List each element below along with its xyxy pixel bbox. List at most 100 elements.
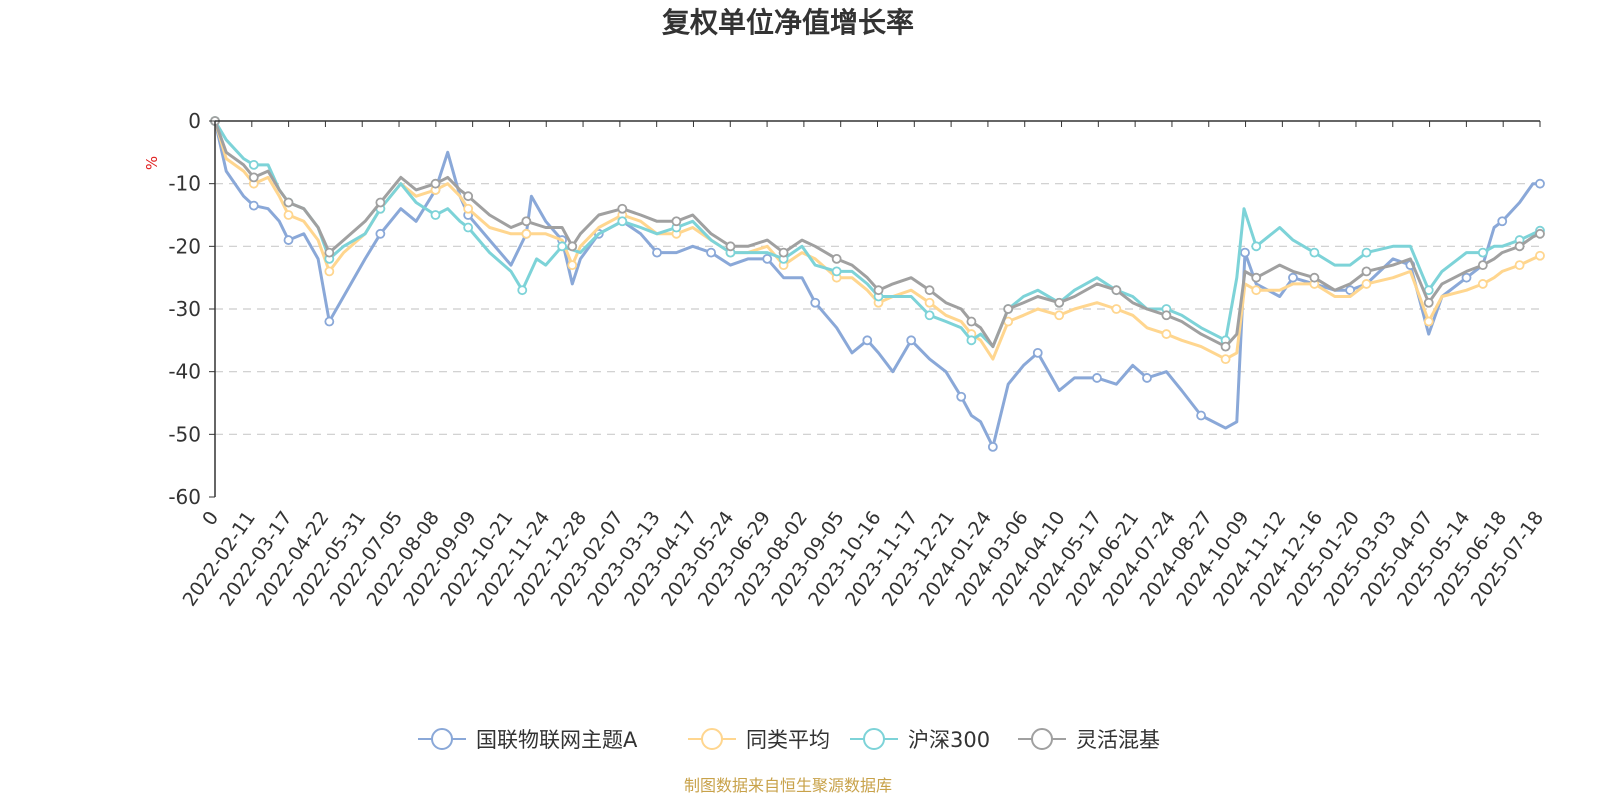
data-point	[810, 297, 821, 308]
series-3	[210, 116, 1545, 349]
legend-item[interactable]: 沪深300	[850, 728, 990, 752]
data-point	[1220, 341, 1231, 352]
legend-marker	[701, 728, 723, 750]
data-point	[906, 335, 917, 346]
data-point	[1288, 272, 1298, 283]
data-point	[1423, 297, 1434, 308]
y-tick-label: -40	[168, 360, 201, 384]
x-tick-label: 0	[198, 507, 223, 530]
data-point	[324, 247, 335, 258]
data-point	[521, 228, 532, 239]
data-point	[725, 241, 736, 252]
data-point	[924, 297, 935, 308]
series-2	[210, 116, 1545, 365]
series-1	[210, 116, 1545, 452]
data-point	[617, 216, 628, 227]
series-line	[213, 119, 1542, 449]
legend[interactable]: 国联物联网主题A 同类平均 沪深300 灵活混基	[418, 728, 1160, 752]
series-4	[210, 116, 1545, 352]
data-point	[375, 197, 386, 208]
data-point	[430, 210, 441, 220]
legend-item[interactable]: 同类平均	[688, 728, 830, 752]
data-point	[1111, 304, 1122, 314]
data-point	[430, 178, 441, 189]
y-axis-unit: %	[143, 156, 161, 170]
data-point	[1309, 272, 1320, 283]
data-point	[1161, 329, 1172, 339]
data-point	[1220, 354, 1231, 365]
data-point	[1461, 272, 1472, 283]
data-point	[1111, 285, 1122, 296]
legend-label: 同类平均	[746, 728, 830, 752]
data-point	[324, 316, 335, 327]
data-point	[671, 216, 682, 227]
data-point	[1161, 310, 1172, 321]
legend-item[interactable]: 灵活混基	[1018, 728, 1160, 752]
y-tick-label: -50	[168, 422, 201, 446]
data-point	[517, 285, 528, 296]
data-point	[1514, 241, 1525, 252]
y-tick-label: -60	[168, 485, 201, 509]
data-point	[956, 391, 967, 402]
legend-marker	[431, 728, 453, 750]
y-tick-label: 0	[188, 109, 201, 133]
data-point	[463, 191, 474, 202]
chart-title: 复权单位净值增长率	[662, 6, 914, 39]
data-point	[521, 216, 532, 227]
legend-label: 沪深300	[908, 728, 990, 752]
data-point	[924, 285, 935, 296]
data-point	[567, 260, 578, 271]
data-point	[1251, 272, 1262, 283]
data-point	[831, 266, 842, 277]
data-point	[557, 241, 567, 252]
legend-marker	[863, 728, 885, 750]
data-point	[1032, 347, 1043, 358]
data-point	[463, 222, 474, 233]
data-point	[1345, 285, 1356, 296]
data-point	[1361, 266, 1372, 277]
data-point	[966, 316, 977, 327]
data-point	[1423, 316, 1434, 327]
data-point	[1251, 285, 1262, 296]
data-point	[862, 335, 873, 346]
data-point	[283, 235, 294, 245]
data-point	[1514, 260, 1525, 271]
data-point	[1092, 373, 1102, 383]
data-point	[324, 266, 335, 277]
y-tick-label: -30	[168, 297, 201, 321]
data-point	[1497, 216, 1508, 227]
data-point	[248, 159, 259, 170]
data-point	[283, 197, 294, 208]
y-tick-label: -10	[168, 172, 201, 196]
data-point	[1477, 247, 1488, 258]
data-point	[1251, 241, 1262, 252]
data-point	[248, 200, 259, 211]
series-line	[213, 119, 1542, 349]
data-point	[966, 335, 977, 346]
data-point	[1054, 310, 1065, 321]
gridlines	[215, 183, 1540, 435]
data-point	[1309, 247, 1320, 258]
data-point	[1477, 260, 1488, 271]
data-point	[831, 253, 842, 264]
legend-label: 灵活混基	[1076, 728, 1160, 752]
data-point	[283, 210, 294, 220]
data-point	[1003, 304, 1014, 314]
data-point	[1535, 228, 1545, 239]
data-source-note: 制图数据来自恒生聚源数据库	[684, 776, 892, 795]
data-point	[778, 247, 789, 258]
legend-marker	[1031, 728, 1053, 750]
data-point	[1196, 410, 1206, 421]
data-point	[375, 228, 386, 239]
data-point	[762, 253, 773, 264]
data-point	[987, 441, 998, 452]
data-point	[1361, 247, 1372, 258]
data-point	[1054, 297, 1065, 308]
legend-item[interactable]: 国联物联网主题A	[418, 728, 638, 752]
series-line	[213, 119, 1542, 349]
series-lines	[210, 116, 1545, 452]
series-line	[213, 119, 1542, 361]
data-point	[617, 203, 628, 214]
y-tick-label: -20	[168, 234, 201, 258]
